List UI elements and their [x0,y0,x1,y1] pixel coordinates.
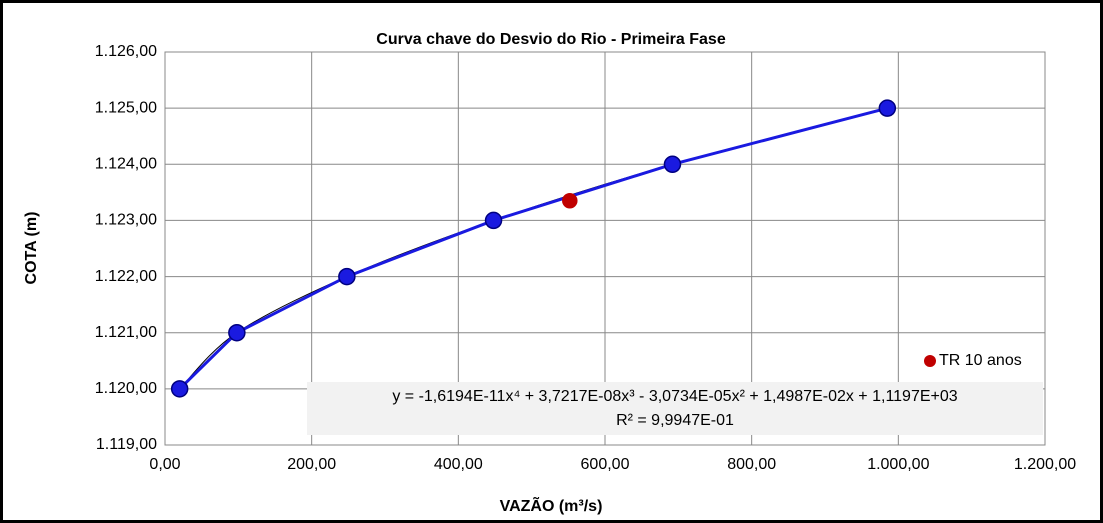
y-tick-label: 1.122,00 [95,268,157,285]
x-tick-label: 0,00 [149,456,180,473]
y-tick-label: 1.126,00 [95,43,157,60]
data-point [338,267,356,286]
legend-marker [924,355,936,367]
x-tick-label: 200,00 [287,456,336,473]
x-tick-label: 400,00 [434,456,483,473]
x-tick-label: 600,00 [581,456,630,473]
y-tick-label: 1.119,00 [96,436,157,453]
trendline-r2: R² = 9,9947E-01 [616,412,734,429]
data-point [228,323,246,342]
x-tick-label: 1.200,00 [1014,456,1076,473]
data-point [878,99,897,117]
data-point [562,193,578,209]
data-point [663,155,682,174]
equation-box [307,382,1043,435]
data-point [170,380,189,398]
trendline-equation: y = -1,6194E-11x⁴ + 3,7217E-08x³ - 3,073… [392,388,957,405]
y-tick-label: 1.125,00 [95,99,157,116]
y-tick-label: 1.120,00 [95,380,157,397]
y-tick-label: 1.121,00 [95,324,157,341]
legend-label: TR 10 anos [939,352,1022,369]
data-point [484,211,503,230]
y-axis-title: COTA (m) [23,212,40,285]
series-line [178,106,888,390]
y-tick-label: 1.123,00 [95,212,157,229]
chart-title: Curva chave do Desvio do Rio - Primeira … [376,31,726,48]
x-tick-label: 800,00 [727,456,776,473]
x-axis-title: VAZÃO (m³/s) [500,495,603,515]
y-tick-label: 1.124,00 [95,156,157,173]
x-tick-label: 1.000,00 [867,456,929,473]
